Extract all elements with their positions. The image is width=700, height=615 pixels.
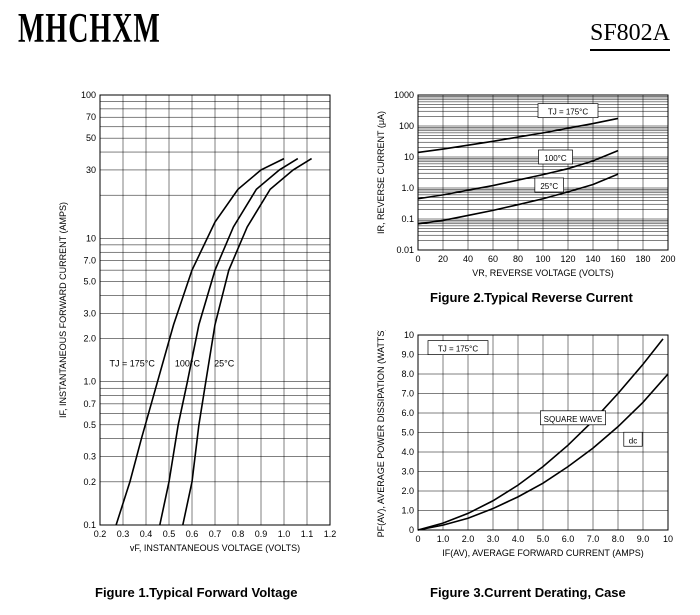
svg-text:60: 60 (488, 254, 498, 264)
svg-text:TJ = 175°C: TJ = 175°C (110, 358, 156, 368)
svg-text:30: 30 (86, 165, 96, 175)
svg-text:6.0: 6.0 (562, 534, 575, 544)
fig2-caption: Figure 2.Typical Reverse Current (430, 290, 633, 305)
svg-text:1.0: 1.0 (83, 377, 96, 387)
svg-text:100°C: 100°C (544, 154, 567, 163)
svg-text:0.5: 0.5 (83, 420, 96, 430)
svg-text:7.0: 7.0 (83, 256, 96, 266)
svg-text:VR, REVERSE VOLTAGE (VOLTS): VR, REVERSE VOLTAGE (VOLTS) (472, 268, 614, 278)
svg-text:10: 10 (663, 534, 673, 544)
svg-text:0.3: 0.3 (117, 529, 130, 539)
svg-text:160: 160 (610, 254, 625, 264)
svg-text:10: 10 (86, 233, 96, 243)
fig1-chart: 0.20.30.40.50.60.70.80.91.01.11.20.10.20… (40, 90, 340, 560)
svg-text:2.0: 2.0 (462, 534, 475, 544)
svg-text:3.0: 3.0 (83, 308, 96, 318)
svg-text:8.0: 8.0 (612, 534, 625, 544)
svg-text:1.0: 1.0 (401, 183, 414, 193)
svg-text:0.7: 0.7 (209, 529, 222, 539)
svg-text:6.0: 6.0 (401, 408, 414, 418)
svg-text:1.1: 1.1 (301, 529, 314, 539)
svg-text:120: 120 (560, 254, 575, 264)
svg-text:1.0: 1.0 (401, 506, 414, 516)
svg-text:20: 20 (438, 254, 448, 264)
svg-text:0: 0 (415, 254, 420, 264)
svg-text:5.0: 5.0 (401, 428, 414, 438)
svg-text:7.0: 7.0 (587, 534, 600, 544)
svg-text:100: 100 (535, 254, 550, 264)
fig3-chart: 0 1.0 2.0 3.0 4.0 5.0 6.0 7.0 8.0 9.0 10 0 1.0 2.0 3.0… (370, 330, 680, 570)
svg-text:1.0: 1.0 (278, 529, 291, 539)
svg-text:50: 50 (86, 133, 96, 143)
svg-text:9.0: 9.0 (637, 534, 650, 544)
svg-text:0.2: 0.2 (83, 477, 96, 487)
fig3-caption: Figure 3.Current Derating, Case (430, 585, 626, 600)
svg-text:180: 180 (635, 254, 650, 264)
svg-text:80: 80 (513, 254, 523, 264)
svg-text:0.9: 0.9 (255, 529, 268, 539)
svg-text:IF, INSTANTANEOUS FORWARD CURR: IF, INSTANTANEOUS FORWARD CURRENT (AMPS) (58, 202, 68, 418)
svg-text:1.0: 1.0 (437, 534, 450, 544)
svg-text:10: 10 (404, 330, 414, 340)
svg-text:0: 0 (409, 525, 414, 535)
svg-text:100: 100 (81, 90, 96, 100)
svg-text:SQUARE WAVE: SQUARE WAVE (544, 415, 603, 424)
svg-text:IR, REVERSE CURRENT (μA): IR, REVERSE CURRENT (μA) (376, 111, 386, 234)
svg-text:0.1: 0.1 (401, 214, 414, 224)
svg-text:4.0: 4.0 (401, 447, 414, 457)
svg-text:0: 0 (415, 534, 420, 544)
svg-text:100: 100 (399, 121, 414, 131)
svg-text:140: 140 (585, 254, 600, 264)
svg-text:0.4: 0.4 (140, 529, 153, 539)
svg-text:0.2: 0.2 (94, 529, 107, 539)
svg-text:dc: dc (629, 436, 637, 445)
svg-text:25°C: 25°C (540, 182, 558, 191)
svg-text:1000: 1000 (394, 90, 414, 100)
logo: MHCHXM (18, 6, 161, 54)
svg-text:1.2: 1.2 (324, 529, 337, 539)
svg-text:0.01: 0.01 (396, 245, 414, 255)
part-number: SF802A (590, 20, 670, 51)
svg-text:70: 70 (86, 112, 96, 122)
fig2-chart: 0 20 40 60 80 100 120 140 160 180 200 0.01 0.1 1.0 10 1… (370, 90, 680, 290)
svg-text:100°C: 100°C (175, 358, 201, 368)
svg-text:4.0: 4.0 (512, 534, 525, 544)
fig1-caption: Figure 1.Typical Forward Voltage (95, 585, 298, 600)
svg-text:0.7: 0.7 (83, 399, 96, 409)
svg-text:0.1: 0.1 (83, 520, 96, 530)
svg-text:200: 200 (660, 254, 675, 264)
svg-text:2.0: 2.0 (83, 334, 96, 344)
svg-text:0.3: 0.3 (83, 452, 96, 462)
svg-text:0.5: 0.5 (163, 529, 176, 539)
svg-text:0.8: 0.8 (232, 529, 245, 539)
svg-text:PF(AV), AVERAGE POWER DISSIPAT: PF(AV), AVERAGE POWER DISSIPATION (WATTS… (376, 330, 386, 537)
svg-text:10: 10 (404, 152, 414, 162)
svg-text:TJ = 175°C: TJ = 175°C (548, 108, 589, 117)
svg-text:0.6: 0.6 (186, 529, 199, 539)
svg-text:2.0: 2.0 (401, 486, 414, 496)
svg-text:40: 40 (463, 254, 473, 264)
svg-text:5.0: 5.0 (83, 276, 96, 286)
svg-text:TJ = 175°C: TJ = 175°C (438, 345, 479, 354)
svg-text:3.0: 3.0 (487, 534, 500, 544)
svg-text:vF, INSTANTANEOUS VOLTAGE (VOL: vF, INSTANTANEOUS VOLTAGE (VOLTS) (130, 543, 300, 553)
svg-text:7.0: 7.0 (401, 389, 414, 399)
svg-text:25°C: 25°C (214, 358, 235, 368)
svg-text:9.0: 9.0 (401, 350, 414, 360)
svg-text:5.0: 5.0 (537, 534, 550, 544)
svg-text:8.0: 8.0 (401, 369, 414, 379)
svg-text:3.0: 3.0 (401, 467, 414, 477)
svg-text:IF(AV), AVERAGE FORWARD CURREN: IF(AV), AVERAGE FORWARD CURRENT (AMPS) (442, 548, 644, 558)
